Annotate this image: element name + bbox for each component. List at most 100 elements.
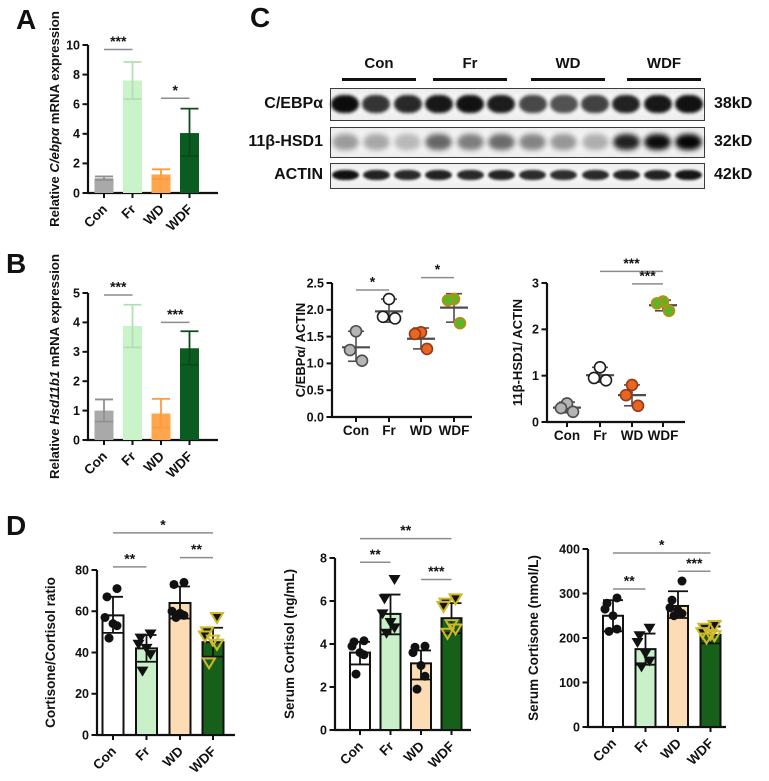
y-axis-title: 11β-HSD1/ ACTIN: [510, 299, 525, 406]
blot-band: [362, 170, 390, 181]
data-point: [388, 575, 401, 585]
data-point: [408, 327, 422, 341]
sig-stars: *: [435, 261, 441, 277]
data-point: [416, 661, 426, 670]
blot-band: [644, 133, 672, 150]
blot-group-label-WDF: WDF: [646, 55, 682, 72]
blot-kd-label: 42kD: [714, 166, 753, 183]
data-point: [447, 593, 464, 607]
blot-band: [519, 133, 547, 150]
data-point: [343, 343, 357, 357]
data-point: [132, 639, 145, 650]
data-point: [650, 297, 664, 310]
blot-protein-label: 11β-HSD1: [248, 132, 323, 150]
data-point: [355, 354, 369, 368]
blot-band: [674, 94, 703, 113]
blot-band: [424, 94, 453, 113]
y-tick-label: 0: [573, 720, 580, 734]
data-point: [420, 671, 430, 681]
blot-band: [675, 170, 703, 181]
y-tick-label: 10: [66, 38, 80, 52]
blot-band: [394, 170, 422, 181]
y-tick-label: 0.5: [307, 384, 324, 398]
blot-band: [675, 133, 703, 150]
bar-WDF: [699, 633, 722, 729]
blot-band: [331, 94, 360, 113]
sig-stars: *: [659, 537, 665, 553]
data-point: [702, 628, 719, 642]
blot-group-underline: [531, 78, 605, 81]
blot-band: [331, 133, 359, 150]
blot-band: [550, 170, 578, 181]
blot-kd-label: 32kD: [714, 132, 753, 150]
x-label-WD: WD: [160, 743, 187, 770]
sig-stars: **: [124, 550, 135, 566]
y-tick-label: 6: [320, 594, 327, 608]
x-label-WDF: WDF: [648, 428, 679, 443]
sig-stars: ***: [639, 267, 656, 283]
data-point: [566, 405, 580, 419]
sig-stars: *: [173, 82, 179, 98]
x-label-WD: WD: [658, 735, 685, 762]
y-tick-label: 4: [73, 316, 80, 330]
bar-WDF: [180, 133, 199, 193]
blot-group-underline: [433, 78, 507, 81]
data-point: [420, 342, 434, 356]
data-point: [412, 684, 422, 694]
data-point: [441, 293, 455, 307]
y-tick-label: 2.5: [307, 276, 324, 290]
y-tick-label: 1.5: [307, 330, 324, 344]
data-point: [669, 611, 679, 621]
data-point: [134, 633, 147, 644]
x-label-Con: Con: [81, 449, 110, 478]
sig-stars: ***: [110, 33, 127, 49]
y-axis-title: Relative C/ebpα mRNA expression: [47, 11, 62, 227]
data-point: [388, 623, 401, 634]
data-point: [435, 600, 452, 614]
x-label-Fr: Fr: [118, 201, 139, 222]
panel-label-c: C: [250, 2, 271, 33]
blot-band: [456, 94, 485, 113]
y-tick-label: 3: [532, 276, 539, 290]
sig-stars: ***: [428, 563, 445, 579]
chart-hsd1_actin: 0 1 2 3 ****** Con Fr WD WDF 11β-HSD1/ ACTIN: [510, 255, 685, 443]
y-tick-label: 0: [532, 415, 539, 429]
x-label-Fr: Fr: [376, 738, 397, 759]
blot-band: [581, 94, 610, 113]
x-label-Con: Con: [343, 423, 369, 438]
blot-band: [487, 94, 516, 113]
data-point: [388, 312, 402, 325]
data-point: [380, 628, 393, 639]
data-point: [144, 629, 157, 640]
bar-WD: [667, 604, 689, 729]
blot-band: [643, 94, 672, 113]
x-label-WDF: WDF: [187, 744, 219, 776]
panel-label-b: B: [6, 248, 27, 279]
y-axis-title: Serum Cortisone (nmol/L): [526, 555, 541, 721]
bar-WDF: [180, 348, 199, 440]
x-label-Fr: Fr: [382, 423, 396, 438]
x-label-Con: Con: [337, 739, 366, 768]
data-point: [612, 593, 622, 603]
data-point: [599, 373, 613, 387]
blot-band: [644, 170, 672, 181]
data-point: [351, 669, 361, 679]
chart-cebpa_actin: 0.0 0.5 1.0 1.5 2.0 2.5 * * Con Fr WD WDF C/EBPα/ AC…: [293, 261, 472, 438]
y-tick-label: 6: [73, 98, 80, 112]
data-point: [600, 604, 610, 614]
blot-row-C/EBPα: [330, 88, 705, 121]
blot-group-label-WD: WD: [555, 55, 581, 72]
data-point: [209, 638, 225, 652]
sig-stars: ***: [623, 255, 640, 271]
y-tick-label: 200: [559, 631, 580, 645]
blot-band: [425, 170, 453, 181]
data-point: [643, 656, 656, 667]
blot-group-underline: [342, 78, 416, 81]
data-point: [667, 595, 677, 605]
data-point: [349, 324, 363, 338]
bar-WD: [168, 602, 192, 736]
